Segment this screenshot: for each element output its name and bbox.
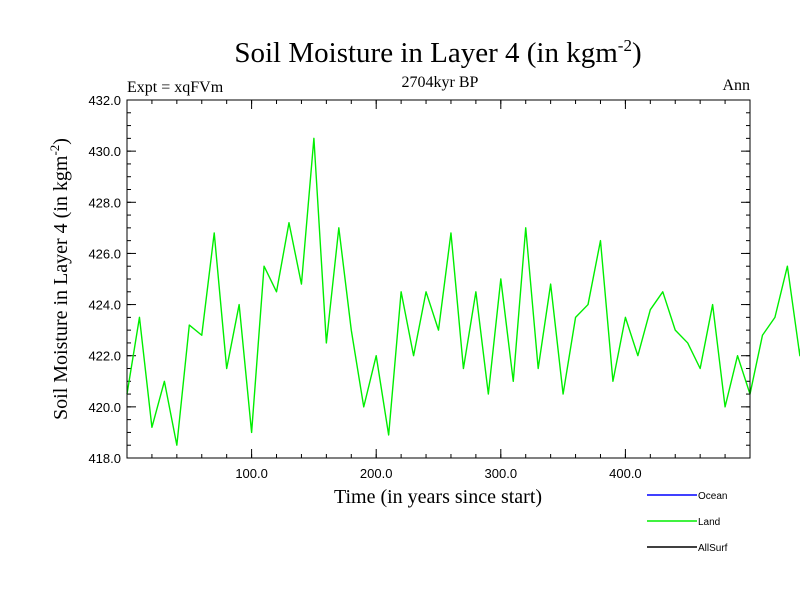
season-label: Ann — [722, 77, 750, 94]
x-tick-label: 300.0 — [485, 466, 518, 481]
y-tick-label: 418.0 — [88, 451, 121, 466]
chart-subtitle: 2704kyr BP — [402, 74, 479, 91]
axis-ticks — [127, 99, 750, 459]
y-tick-label: 420.0 — [88, 400, 121, 415]
y-tick-label: 424.0 — [88, 298, 121, 313]
legend-label-land: Land — [698, 517, 720, 528]
legend: Ocean Land AllSurf — [647, 491, 728, 554]
series-line-land — [126, 137, 800, 446]
axis-tick-labels: 100.0 200.0 300.0 400.0 418.0 420.0 422.0 424.0… — [88, 93, 641, 481]
legend-label-allsurf: AllSurf — [698, 543, 728, 554]
y-tick-label: 430.0 — [88, 144, 121, 159]
y-tick-label: 432.0 — [88, 93, 121, 108]
series-layer — [126, 137, 800, 446]
chart-title: Soil Moisture in Layer 4 (in kgm-2) — [234, 36, 641, 69]
y-tick-label: 428.0 — [88, 195, 121, 210]
experiment-label: Expt = xqFVm — [127, 79, 224, 96]
plot-frame — [126, 99, 751, 459]
legend-label-ocean: Ocean — [698, 491, 727, 502]
x-tick-label: 400.0 — [609, 466, 642, 481]
x-tick-label: 200.0 — [360, 466, 393, 481]
y-tick-label: 422.0 — [88, 349, 121, 364]
x-axis-label: Time (in years since start) — [334, 486, 542, 508]
y-axis-label: Soil Moisture in Layer 4 (in kgm-2) — [47, 138, 72, 420]
x-tick-label: 100.0 — [235, 466, 268, 481]
y-tick-label: 426.0 — [88, 246, 121, 261]
